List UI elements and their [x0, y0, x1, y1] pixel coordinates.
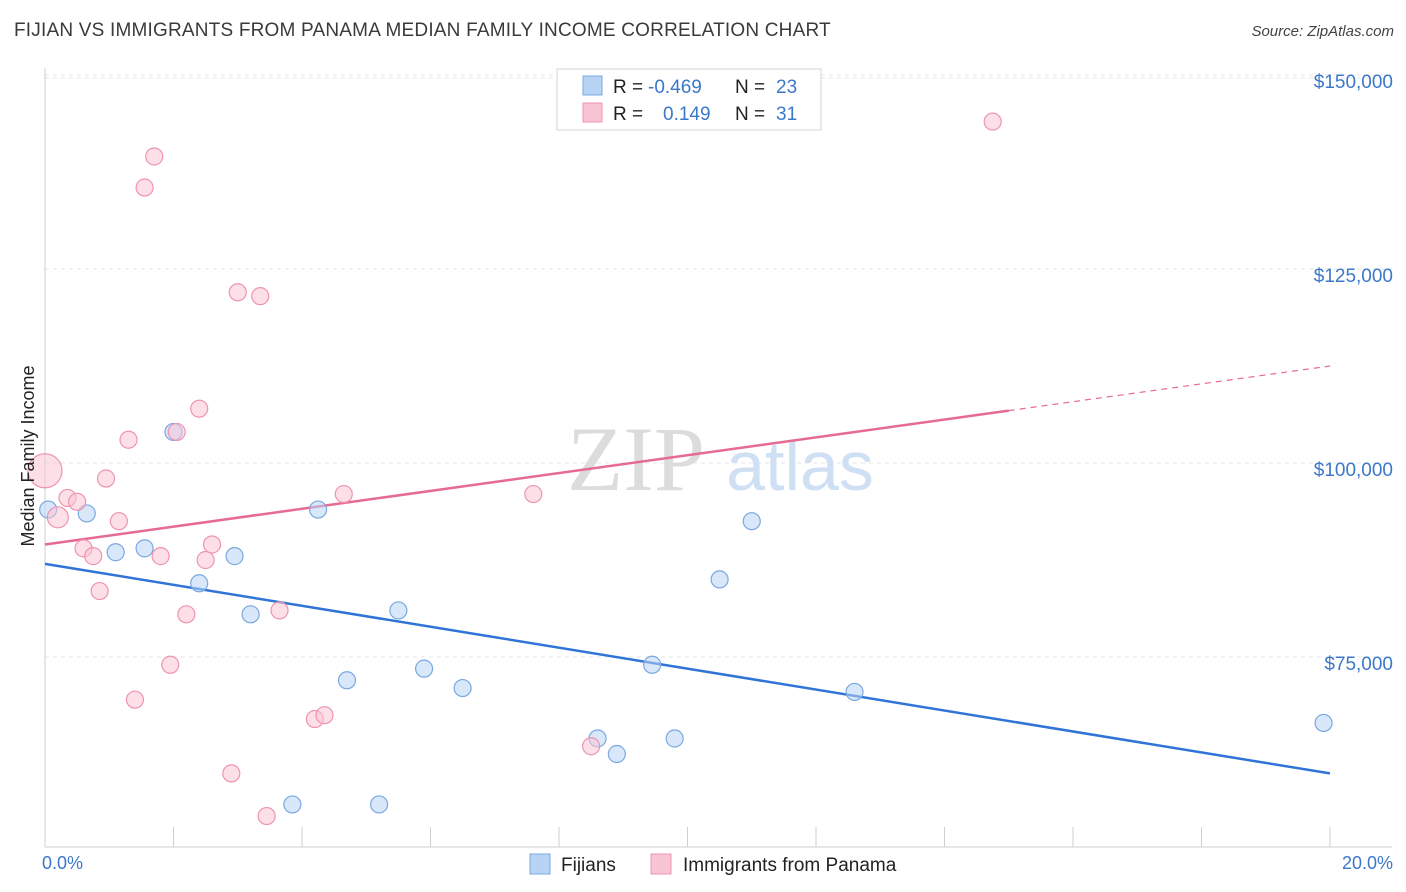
panama-point	[270, 601, 289, 620]
gridlines	[45, 74, 1392, 658]
y-tick-label: $125,000	[1314, 266, 1393, 287]
fijian-point	[453, 678, 472, 698]
y-tick-labels: $75,000 $100,000 $125,000 $150,000	[1314, 72, 1393, 675]
legend: Fijians Immigrants from Panama	[529, 853, 897, 876]
panama-point	[983, 112, 1002, 131]
axes	[44, 68, 1392, 848]
trend-line-fijians	[44, 562, 1331, 775]
panama-point	[190, 399, 209, 418]
panama-point	[582, 737, 601, 756]
legend-swatch-panama	[650, 853, 672, 875]
stats-r-label-1: R =	[613, 77, 643, 98]
fijian-point	[1314, 713, 1333, 733]
watermark-zip: ZIP	[567, 408, 705, 510]
panama-point	[315, 706, 334, 725]
legend-swatch-fijians	[529, 853, 551, 875]
fijian-point	[225, 547, 244, 566]
panama-point	[222, 764, 241, 783]
panama-point	[84, 547, 103, 566]
y-tick-label: $150,000	[1314, 72, 1393, 93]
stats-n-label-2: N =	[735, 104, 765, 125]
fijian-point	[710, 570, 729, 589]
fijian-point	[414, 659, 434, 678]
panama-point	[161, 655, 180, 674]
panama-point	[177, 605, 196, 624]
panama-point	[167, 422, 186, 442]
fijian-point	[77, 504, 96, 523]
panama-point	[125, 690, 145, 709]
y-tick-label: $100,000	[1314, 460, 1393, 481]
fijian-point	[241, 605, 260, 624]
fijian-point	[190, 574, 209, 593]
y-axis-title: Median Family Income	[18, 365, 38, 546]
panama-point	[228, 283, 247, 302]
stats-n-value-2: 31	[776, 104, 797, 125]
panama-point	[68, 492, 87, 511]
stats-box: R = -0.469 N = 23 R = 0.149 N = 31	[556, 68, 822, 131]
stats-n-label-1: N =	[735, 77, 765, 98]
fijian-point	[389, 601, 408, 620]
stats-n-value-1: 23	[776, 77, 797, 98]
legend-label-panama: Immigrants from Panama	[683, 855, 897, 876]
fijian-point	[845, 682, 864, 702]
fijian-point	[283, 795, 302, 814]
stats-r-value-2: 0.149	[663, 104, 711, 125]
y-tick-label: $75,000	[1324, 654, 1393, 675]
fijian-point	[643, 655, 662, 674]
panama-point	[27, 453, 63, 489]
panama-point	[524, 484, 543, 504]
x-tick-label: 20.0%	[1342, 853, 1393, 873]
panama-point	[151, 547, 170, 566]
panama-point	[202, 535, 222, 554]
panama-point	[334, 484, 353, 504]
data-points	[27, 112, 1333, 826]
stats-swatch-panama	[582, 102, 603, 123]
fijian-point	[106, 543, 125, 562]
panama-point	[135, 178, 154, 197]
fijian-point	[135, 539, 154, 558]
panama-point	[119, 430, 138, 449]
legend-label-fijians: Fijians	[561, 855, 616, 876]
panama-point	[96, 469, 116, 488]
trend-line-panama	[44, 409, 1009, 546]
fijian-point	[370, 795, 389, 814]
trend-lines	[44, 365, 1331, 775]
fijian-point	[607, 744, 626, 764]
x-tick-labels: 0.0% 20.0%	[42, 853, 1393, 873]
fijian-point	[308, 500, 328, 519]
fijian-point	[742, 512, 761, 531]
watermark: ZIP atlas	[567, 408, 874, 510]
stats-r-value-1: -0.469	[648, 77, 702, 98]
fijian-point	[337, 671, 357, 690]
source-label: Source: ZipAtlas.com	[1251, 23, 1394, 40]
fijian-point	[665, 729, 684, 748]
panama-point	[196, 550, 215, 570]
x-tick-label: 0.0%	[42, 853, 83, 873]
stats-swatch-fijians	[582, 75, 603, 96]
stats-r-label-2: R =	[613, 104, 643, 125]
panama-point	[46, 506, 69, 529]
panama-point	[257, 806, 276, 826]
trend-line-panama-extrapolated	[1008, 365, 1331, 412]
chart-title: FIJIAN VS IMMIGRANTS FROM PANAMA MEDIAN …	[14, 20, 831, 41]
panama-point	[90, 581, 109, 601]
panama-point	[145, 147, 164, 166]
panama-point	[251, 287, 270, 306]
panama-point	[109, 512, 128, 531]
